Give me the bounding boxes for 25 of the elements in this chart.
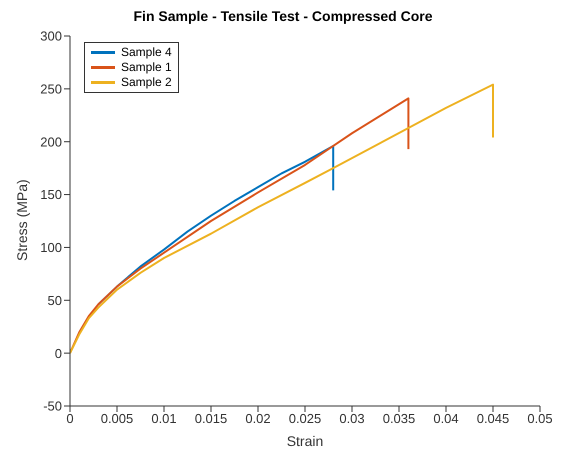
x-tick-label: 0.01 [151,411,177,426]
chart-title: Fin Sample - Tensile Test - Compressed Core [132,8,434,26]
y-tick-label: 50 [48,292,62,308]
y-tick-label: 300 [40,28,62,44]
x-tick-label: 0.035 [382,411,416,426]
x-tick-label: 0.04 [433,411,459,426]
y-tick-label: 200 [40,134,62,150]
x-tick-label: 0.045 [476,411,510,426]
x-tick-label: 0.005 [100,411,134,426]
y-tick-label: 250 [40,81,62,96]
x-tick-label: 0.025 [288,411,322,426]
y-axis-title: Stress (MPa) [14,179,30,261]
legend-label: Sample 2 [121,75,172,90]
legend-label: Sample 4 [121,45,172,60]
y-tick-label: 100 [40,240,62,256]
y-tick-label: 0 [54,346,62,361]
y-tick-label: 150 [40,187,62,202]
legend-label: Sample 1 [121,60,172,75]
x-tick-label: 0.02 [245,411,271,426]
x-tick-label: 0.03 [339,411,365,426]
x-tick-label: 0.05 [527,411,553,426]
y-tick-label: -50 [43,398,62,414]
x-tick-label: 0 [66,411,74,426]
x-tick-label: 0.015 [194,411,228,426]
x-axis-title: Strain [286,433,324,449]
